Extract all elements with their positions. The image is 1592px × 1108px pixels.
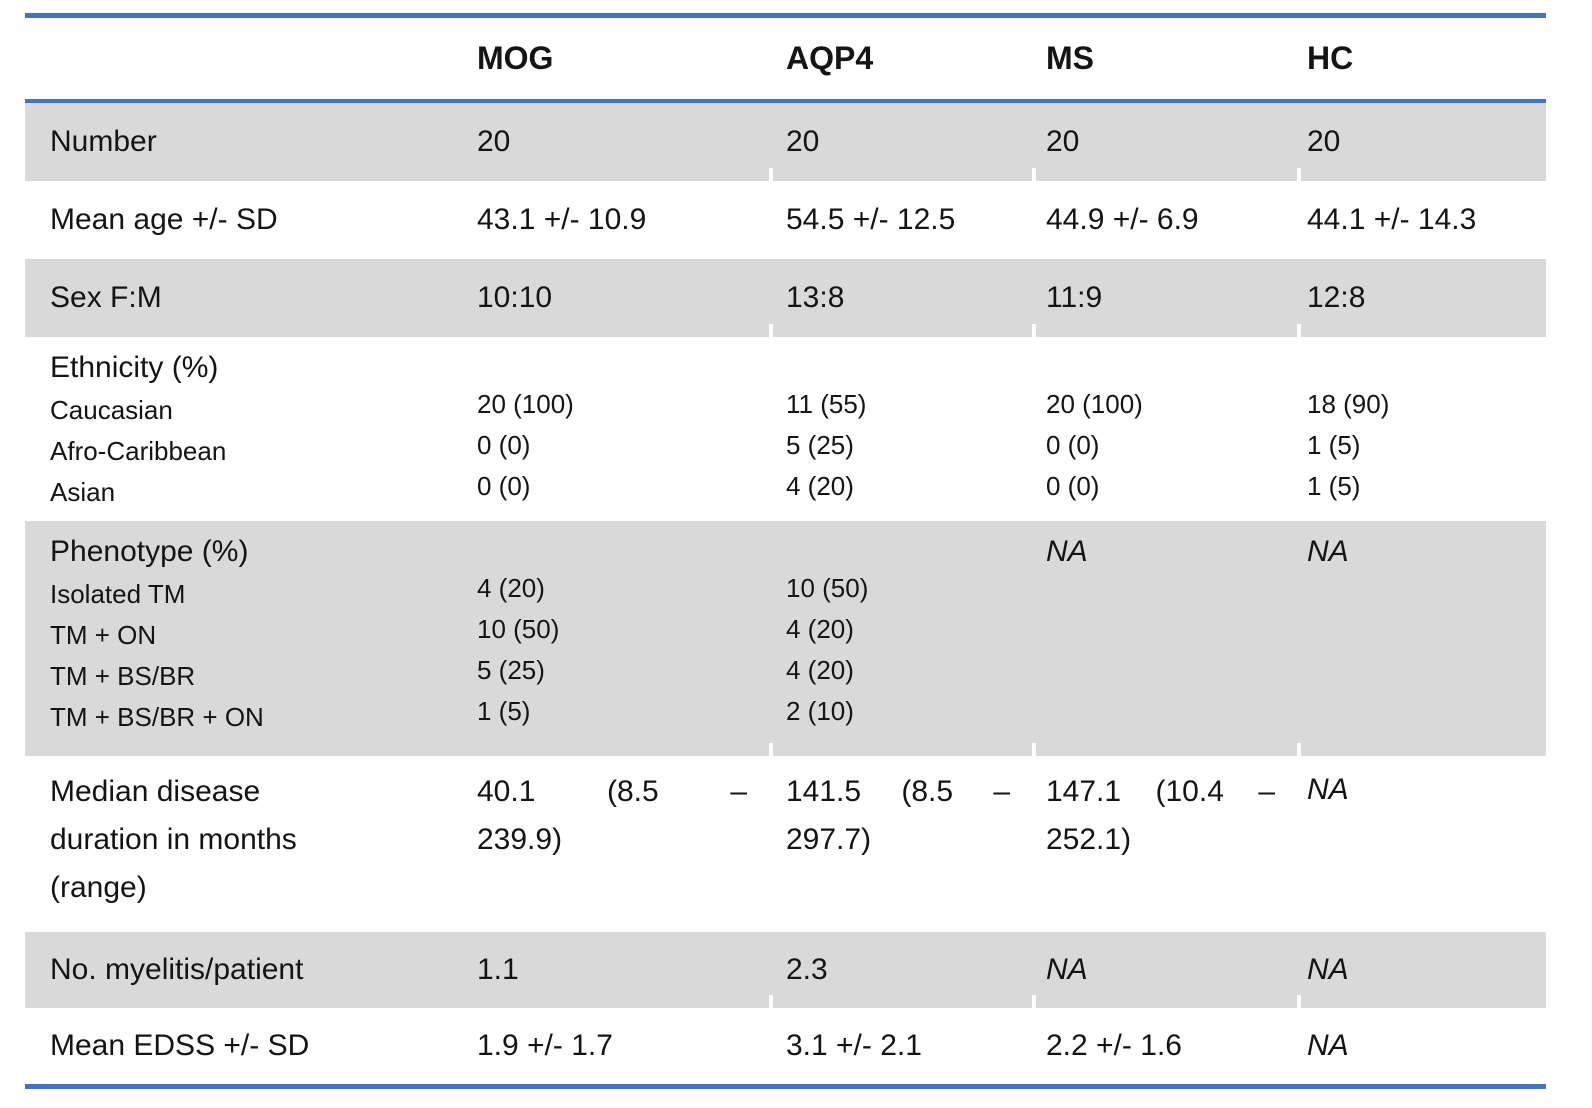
row-label-edss: Mean EDSS +/- SD [50,1029,310,1062]
cell-sex-ms: 11:9 [1034,259,1301,337]
row-label-sex: Sex F:M [50,281,162,314]
duration-label-line: duration in months [50,823,297,856]
phenotype-sublabel: TM + BS/BR + ON [50,702,264,732]
header-col-ms: MS [1046,40,1094,76]
cell-duration-mog: 40.1 (8.5– 239.9) [462,756,771,932]
cell-edss-hc: NA [1307,1029,1349,1062]
value-line-justified: 147.1 (10.4– [1046,775,1275,808]
cell-number-aqp4: 20 [771,103,1036,181]
cell-duration-ms: 147.1 (10.4– 252.1) [1034,756,1299,932]
value-line-justified: 40.1 (8.5– [477,775,747,808]
value-line: 4 (20) [786,655,854,685]
row-label-ethnicity: Ethnicity (%) Caucasian Afro-Caribbean A… [25,337,462,521]
phenotype-sublabel: Isolated TM [50,579,186,609]
cell-myelitis-mog: 1.1 [462,932,773,1008]
cell-edss-ms: 2.2 +/- 1.6 [1046,1029,1182,1062]
value-line: 4 (20) [786,471,854,501]
header-empty-cell [25,18,462,99]
row-label-age: Mean age +/- SD [50,203,278,236]
duration-label-line: (range) [50,871,147,904]
cell-ethnicity-aqp4: 11 (55) 5 (25) 4 (20) [771,337,1034,521]
cell-edss-mog: 1.9 +/- 1.7 [477,1029,613,1062]
header-col-hc: HC [1307,40,1354,76]
value-line: 20 (100) [477,389,574,419]
phenotype-heading: Phenotype (%) [50,535,249,568]
cell-age-aqp4: 54.5 +/- 12.5 [786,203,956,236]
table-row-edss: Mean EDSS +/- SD 1.9 +/- 1.7 3.1 +/- 2.1… [25,1008,1546,1084]
phenotype-sublabel: TM + BS/BR [50,661,196,691]
cell-sex-aqp4: 13:8 [771,259,1036,337]
cell-phenotype-ms: NA [1034,521,1301,756]
cell-number-mog: 20 [462,103,773,181]
cell-ethnicity-hc: 18 (90) 1 (5) 1 (5) [1299,337,1546,521]
value-line-justified: 141.5 (8.5– [786,775,1010,808]
cell-myelitis-ms: NA [1034,932,1301,1008]
na-value: NA [1046,535,1088,568]
ethnicity-sublabel: Afro-Caribbean [50,436,227,466]
cell-sex-mog: 10:10 [462,259,773,337]
value-line: 5 (25) [786,430,854,460]
cell-phenotype-mog: 4 (20) 10 (50) 5 (25) 1 (5) [462,521,773,756]
ethnicity-heading: Ethnicity (%) [50,351,219,384]
value-line: 0 (0) [477,430,531,460]
ethnicity-sublabel: Asian [50,477,116,507]
value-line: 0 (0) [477,471,531,501]
value-line: 1 (5) [477,696,531,726]
value-line: 10 (50) [477,614,560,644]
row-label-duration: Median disease duration in months (range… [25,756,462,932]
cell-number-hc: 20 [1307,125,1341,158]
cell-number-ms: 20 [1034,103,1301,181]
cell-age-hc: 44.1 +/- 14.3 [1307,203,1477,236]
value-line: 18 (90) [1307,389,1390,419]
table-row-myelitis: No. myelitis/patient 1.1 2.3 NA NA [25,932,1546,1008]
header-col-aqp4: AQP4 [786,40,874,76]
table-row-number: Number 20 20 20 20 [25,103,1546,181]
cell-age-ms: 44.9 +/- 6.9 [1046,203,1199,236]
table-row-ethnicity: Ethnicity (%) Caucasian Afro-Caribbean A… [25,337,1546,521]
value-line: 2 (10) [786,696,854,726]
value-line: 20 (100) [1046,389,1143,419]
header-col-mog: MOG [477,40,554,76]
value-line: 4 (20) [477,573,545,603]
value-line: 4 (20) [786,614,854,644]
table-header-row: MOG AQP4 MS HC [25,18,1546,103]
value-line: 11 (55) [786,389,867,419]
cell-ethnicity-mog: 20 (100) 0 (0) 0 (0) [462,337,771,521]
value-line: 10 (50) [786,573,869,603]
value-line: 5 (25) [477,655,545,685]
table-row-sex: Sex F:M 10:10 13:8 11:9 12:8 [25,259,1546,337]
value-line: 239.9) [477,823,563,856]
cell-age-mog: 43.1 +/- 10.9 [477,203,647,236]
phenotype-sublabel: TM + ON [50,620,157,650]
table-row-duration: Median disease duration in months (range… [25,756,1546,932]
na-value: NA [1307,773,1349,806]
value-line: 0 (0) [1046,471,1100,501]
value-line: 297.7) [786,823,872,856]
value-line: 1 (5) [1307,471,1361,501]
demographics-table: MOG AQP4 MS HC Number 20 20 20 20 Mean a… [25,13,1546,1089]
cell-phenotype-hc: NA [1299,521,1546,756]
cell-edss-aqp4: 3.1 +/- 2.1 [786,1029,922,1062]
duration-label-line: Median disease [50,775,261,808]
cell-myelitis-aqp4: 2.3 [771,932,1036,1008]
row-label-phenotype: Phenotype (%) Isolated TM TM + ON TM + B… [25,521,462,756]
table-row-age: Mean age +/- SD 43.1 +/- 10.9 54.5 +/- 1… [25,181,1546,259]
cell-duration-hc: NA [1299,756,1546,932]
value-line: 0 (0) [1046,430,1100,460]
value-line: 252.1) [1046,823,1132,856]
row-label-number: Number [50,125,157,158]
ethnicity-sublabel: Caucasian [50,395,173,425]
cell-phenotype-aqp4: 10 (50) 4 (20) 4 (20) 2 (10) [771,521,1036,756]
row-label-myelitis: No. myelitis/patient [50,953,304,986]
table-row-phenotype: Phenotype (%) Isolated TM TM + ON TM + B… [25,521,1546,756]
cell-sex-hc: 12:8 [1307,281,1366,314]
na-value: NA [1307,535,1349,568]
cell-myelitis-hc: NA [1307,953,1349,986]
cell-duration-aqp4: 141.5 (8.5– 297.7) [771,756,1034,932]
cell-ethnicity-ms: 20 (100) 0 (0) 0 (0) [1034,337,1299,521]
value-line: 1 (5) [1307,430,1361,460]
